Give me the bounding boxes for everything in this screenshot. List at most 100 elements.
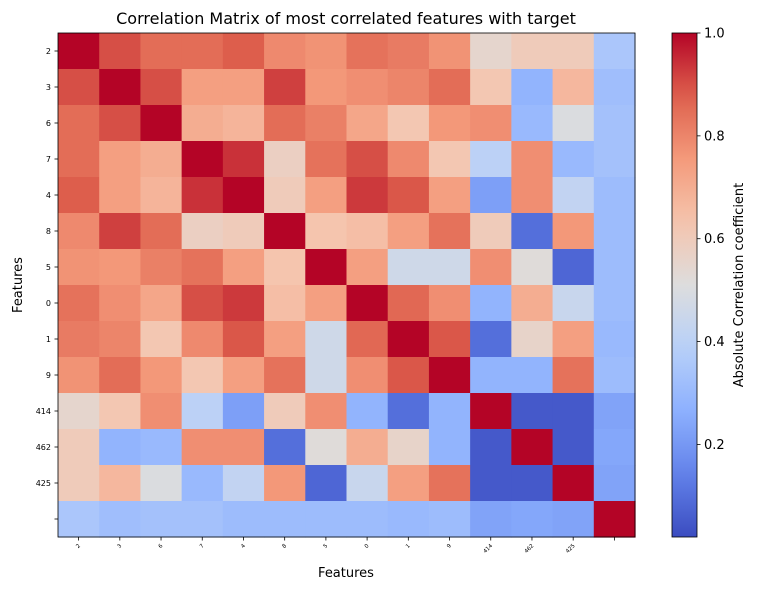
- y-tick-label: 0: [46, 299, 51, 308]
- heatmap-cell: [58, 357, 100, 394]
- heatmap-cell: [470, 69, 512, 106]
- x-tick-label: 0: [364, 543, 371, 550]
- heatmap-cell: [58, 429, 100, 466]
- colorbar-tick-label: 0.4: [704, 335, 725, 350]
- heatmap-cell: [470, 249, 512, 286]
- heatmap-cell: [305, 321, 348, 358]
- heatmap-cell: [264, 429, 306, 466]
- heatmap-cell: [593, 501, 636, 538]
- heatmap-cell: [552, 249, 595, 286]
- heatmap-cell: [140, 393, 183, 430]
- heatmap-cell: [346, 105, 389, 142]
- heatmap-cell: [222, 105, 265, 142]
- heatmap-cell: [58, 33, 100, 70]
- heatmap-cell: [511, 177, 554, 214]
- heatmap-cells: [58, 33, 636, 538]
- colorbar-tick-label: 0.8: [704, 129, 725, 144]
- heatmap-cell: [305, 465, 348, 502]
- heatmap-cell: [593, 69, 636, 106]
- heatmap-cell: [470, 285, 512, 322]
- heatmap-cell: [181, 177, 224, 214]
- heatmap-cell: [346, 69, 389, 106]
- heatmap-cell: [593, 285, 636, 322]
- heatmap-cell: [593, 393, 636, 430]
- heatmap-cell: [428, 321, 471, 358]
- heatmap-cell: [593, 213, 636, 250]
- heatmap-cell: [428, 429, 471, 466]
- x-tick-label: 9: [446, 543, 453, 550]
- heatmap-cell: [140, 357, 183, 394]
- heatmap-cell: [387, 105, 430, 142]
- heatmap-cell: [593, 33, 636, 70]
- heatmap-cell: [305, 141, 348, 178]
- heatmap-cell: [264, 249, 306, 286]
- heatmap-cell: [346, 33, 389, 70]
- heatmap-cell: [222, 501, 265, 538]
- heatmap-cell: [428, 105, 471, 142]
- heatmap-cell: [511, 321, 554, 358]
- y-tick-label: 4: [46, 191, 51, 200]
- heatmap-cell: [99, 69, 142, 106]
- heatmap-cell: [428, 357, 471, 394]
- colorbar-tick-label: 0.2: [704, 438, 725, 453]
- heatmap-cell: [552, 501, 595, 538]
- heatmap-cell: [222, 177, 265, 214]
- heatmap-cell: [181, 465, 224, 502]
- heatmap-cell: [346, 285, 389, 322]
- heatmap-cell: [552, 429, 595, 466]
- heatmap-cell: [222, 285, 265, 322]
- heatmap-cell: [99, 285, 142, 322]
- heatmap-cell: [511, 429, 554, 466]
- heatmap-cell: [140, 105, 183, 142]
- heatmap-cell: [99, 465, 142, 502]
- heatmap-cell: [305, 105, 348, 142]
- x-tick-label: 462: [524, 543, 536, 555]
- heatmap-cell: [181, 141, 224, 178]
- heatmap-cell: [511, 249, 554, 286]
- y-tick-label: 1: [46, 335, 51, 344]
- heatmap-cell: [140, 213, 183, 250]
- heatmap-cell: [58, 249, 100, 286]
- heatmap-cell: [99, 321, 142, 358]
- heatmap-cell: [552, 285, 595, 322]
- heatmap-cell: [140, 33, 183, 70]
- heatmap-cell: [511, 33, 554, 70]
- heatmap-cell: [428, 141, 471, 178]
- heatmap-cell: [470, 105, 512, 142]
- heatmap-cell: [58, 177, 100, 214]
- heatmap-cell: [58, 141, 100, 178]
- heatmap-cell: [181, 249, 224, 286]
- heatmap-cell: [264, 177, 306, 214]
- heatmap-cell: [264, 285, 306, 322]
- heatmap-cell: [470, 429, 512, 466]
- heatmap-cell: [305, 285, 348, 322]
- heatmap-cell: [511, 105, 554, 142]
- heatmap-cell: [470, 501, 512, 538]
- y-tick-label: 6: [46, 119, 51, 128]
- heatmap-cell: [470, 357, 512, 394]
- heatmap-cell: [470, 321, 512, 358]
- heatmap-cell: [222, 357, 265, 394]
- heatmap-cell: [58, 105, 100, 142]
- heatmap-cell: [552, 177, 595, 214]
- heatmap-cell: [140, 465, 183, 502]
- heatmap-cell: [428, 465, 471, 502]
- heatmap-cell: [593, 357, 636, 394]
- heatmap-cell: [346, 177, 389, 214]
- x-tick-label: 6: [158, 543, 165, 550]
- heatmap-cell: [222, 69, 265, 106]
- x-tick-label: 4: [240, 543, 247, 550]
- colorbar: [671, 32, 698, 538]
- heatmap-cell: [181, 429, 224, 466]
- heatmap-cell: [58, 285, 100, 322]
- heatmap-cell: [264, 33, 306, 70]
- heatmap-cell: [387, 357, 430, 394]
- heatmap-cell: [181, 285, 224, 322]
- heatmap-cell: [305, 429, 348, 466]
- heatmap-cell: [552, 69, 595, 106]
- heatmap-cell: [470, 465, 512, 502]
- heatmap-cell: [470, 393, 512, 430]
- heatmap-cell: [346, 141, 389, 178]
- heatmap-cell: [387, 177, 430, 214]
